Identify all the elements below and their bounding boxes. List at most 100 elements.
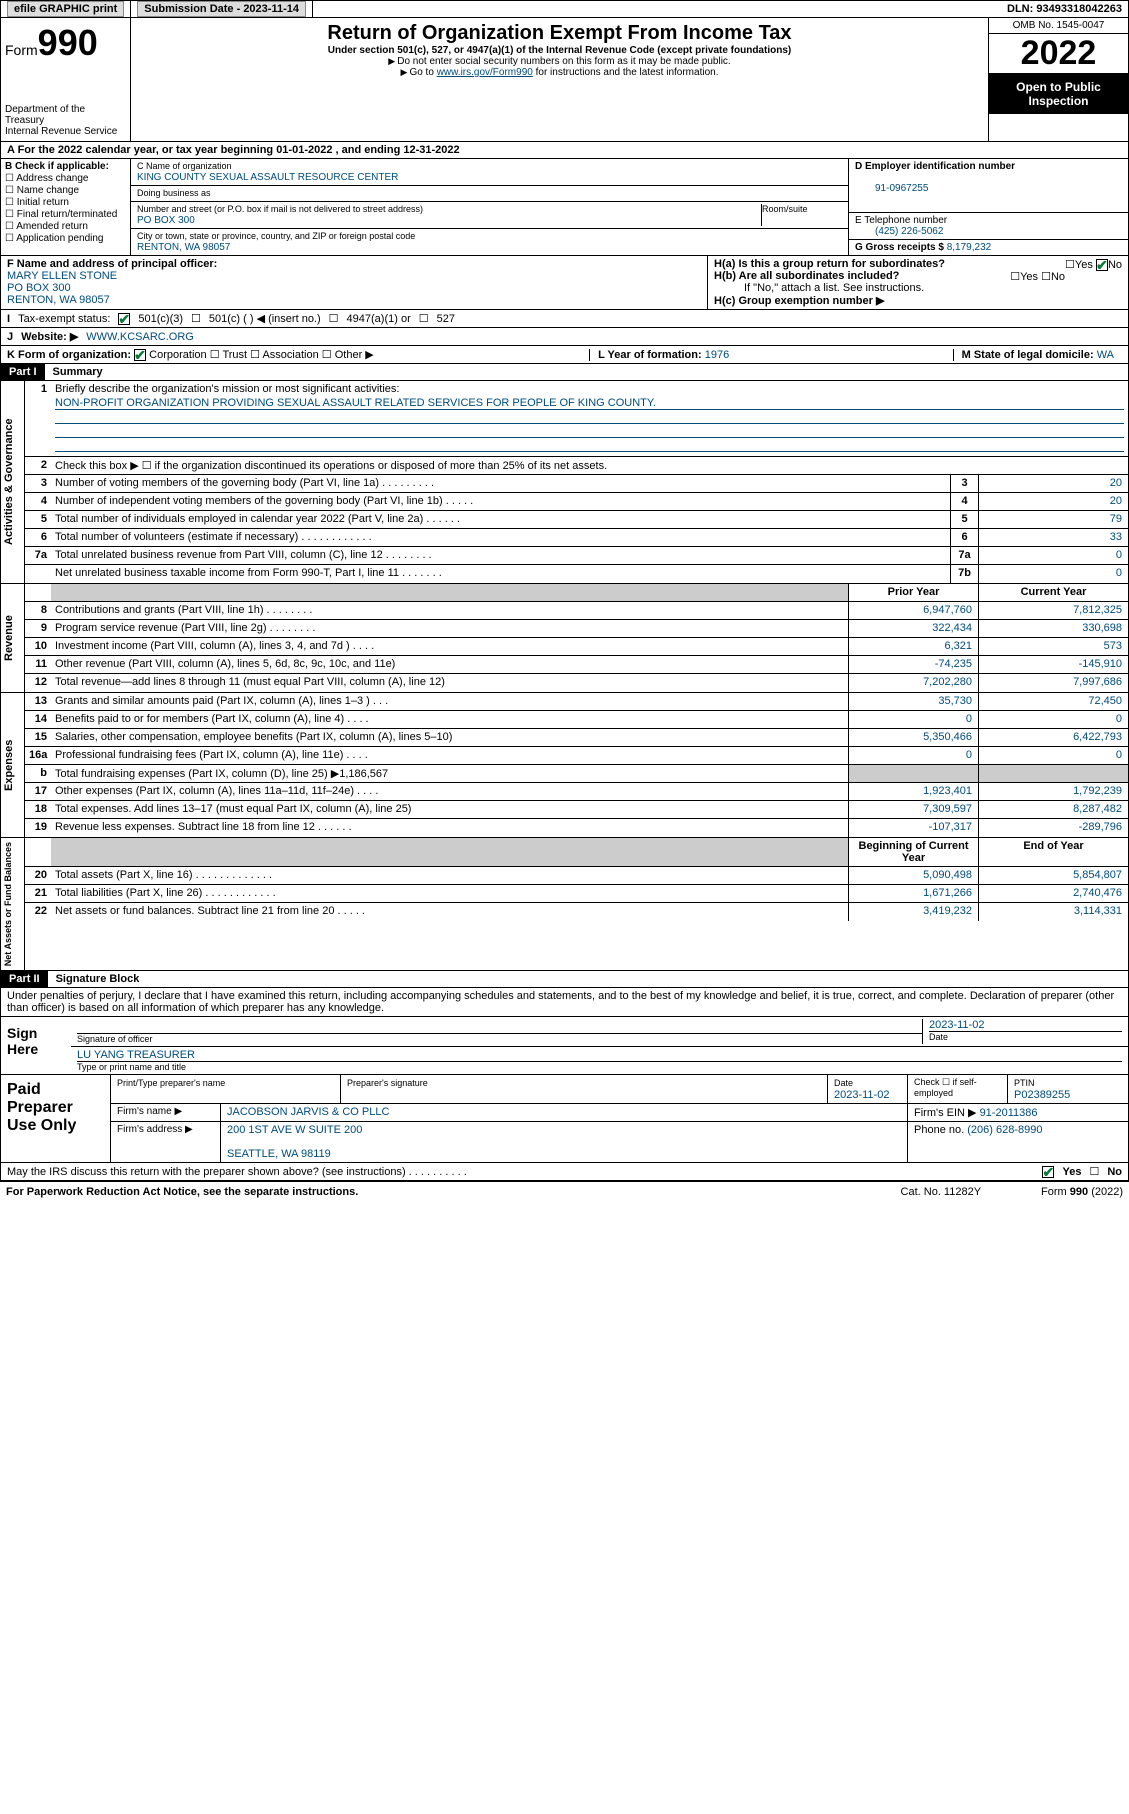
- table-row: 12Total revenue—add lines 8 through 11 (…: [25, 674, 1128, 692]
- f-label: F Name and address of principal officer:: [7, 258, 217, 270]
- goto-note: Go to www.irs.gov/Form990 for instructio…: [139, 67, 980, 78]
- form-title: Return of Organization Exempt From Incom…: [139, 22, 980, 45]
- i-501c3-checkbox[interactable]: [118, 313, 130, 325]
- form-subtitle: Under section 501(c), 527, or 4947(a)(1)…: [139, 45, 980, 56]
- k-corp-checkbox[interactable]: [134, 349, 146, 361]
- tax-year: 2022: [989, 34, 1128, 74]
- top-bar: efile GRAPHIC print Submission Date - 20…: [0, 0, 1129, 18]
- ha-no-checkbox[interactable]: [1096, 259, 1108, 271]
- city-label: City or town, state or province, country…: [137, 231, 415, 241]
- may-discuss-row: May the IRS discuss this return with the…: [0, 1163, 1129, 1181]
- table-row: 15Salaries, other compensation, employee…: [25, 729, 1128, 747]
- dept-label: Department of the Treasury Internal Reve…: [5, 104, 126, 137]
- ein-value: 91-0967255: [855, 183, 928, 194]
- j-label: Website: ▶: [21, 330, 78, 343]
- table-row: 3Number of voting members of the governi…: [25, 475, 1128, 493]
- row-j: J Website: ▶ WWW.KCSARC.ORG: [0, 328, 1129, 346]
- check-address-change[interactable]: ☐ Address change: [5, 173, 126, 184]
- form-number: Form990: [5, 22, 126, 64]
- officer-addr1: PO BOX 300: [7, 282, 71, 294]
- sidebar-governance: Activities & Governance: [1, 381, 25, 583]
- org-address: PO BOX 300: [137, 215, 195, 226]
- table-row: 5Total number of individuals employed in…: [25, 511, 1128, 529]
- summary-net-assets: Net Assets or Fund Balances Beginning of…: [0, 838, 1129, 971]
- officer-addr2: RENTON, WA 98057: [7, 294, 110, 306]
- b-label: B Check if applicable:: [5, 161, 109, 172]
- sig-date: 2023-11-02: [929, 1019, 984, 1031]
- gross-receipts: 8,179,232: [947, 242, 992, 253]
- sig-officer-label: Signature of officer: [77, 1033, 922, 1044]
- ha-label: H(a) Is this a group return for subordin…: [714, 258, 945, 270]
- sidebar-expenses: Expenses: [1, 693, 25, 837]
- efile-button[interactable]: efile GRAPHIC print: [7, 1, 124, 17]
- table-row: 8Contributions and grants (Part VIII, li…: [25, 602, 1128, 620]
- website-value: WWW.KCSARC.ORG: [86, 331, 194, 343]
- irs-link[interactable]: www.irs.gov/Form990: [437, 67, 533, 78]
- mission-text: NON-PROFIT ORGANIZATION PROVIDING SEXUAL…: [55, 397, 1124, 410]
- dba-label: Doing business as: [137, 188, 211, 198]
- addr-label: Number and street (or P.O. box if mail i…: [137, 204, 423, 214]
- phone-value: (425) 226-5062: [855, 226, 943, 237]
- table-row: 10Investment income (Part VIII, column (…: [25, 638, 1128, 656]
- g-label: G Gross receipts $: [855, 242, 944, 253]
- cat-no: Cat. No. 11282Y: [901, 1186, 982, 1198]
- e-label: E Telephone number: [855, 215, 947, 226]
- hb-note: If "No," attach a list. See instructions…: [714, 282, 1122, 294]
- summary-governance: Activities & Governance 1 Briefly descri…: [0, 381, 1129, 584]
- row-k: K Form of organization: Corporation ☐ Tr…: [0, 346, 1129, 364]
- table-row: 17Other expenses (Part IX, column (A), l…: [25, 783, 1128, 801]
- l-label: L Year of formation:: [598, 349, 702, 361]
- table-row: 20Total assets (Part X, line 16) . . . .…: [25, 867, 1128, 885]
- dln-label: DLN: 93493318042263: [1001, 1, 1128, 17]
- sidebar-net-assets: Net Assets or Fund Balances: [1, 838, 25, 970]
- table-row: 16aProfessional fundraising fees (Part I…: [25, 747, 1128, 765]
- check-name-change[interactable]: ☐ Name change: [5, 185, 126, 196]
- table-row: 18Total expenses. Add lines 13–17 (must …: [25, 801, 1128, 819]
- org-city: RENTON, WA 98057: [137, 242, 230, 253]
- paid-preparer-label: Paid Preparer Use Only: [1, 1075, 111, 1162]
- officer-name-title: LU YANG TREASURER: [77, 1049, 195, 1061]
- row-i: I Tax-exempt status: 501(c)(3) ☐ 501(c) …: [0, 310, 1129, 328]
- table-row: 14Benefits paid to or for members (Part …: [25, 711, 1128, 729]
- table-row: 4Number of independent voting members of…: [25, 493, 1128, 511]
- table-row: 19Revenue less expenses. Subtract line 1…: [25, 819, 1128, 837]
- current-year-header: Current Year: [978, 584, 1128, 601]
- room-label: Room/suite: [762, 204, 808, 214]
- s2-text: Check this box ▶ ☐ if the organization d…: [51, 457, 1128, 474]
- end-year-header: End of Year: [978, 838, 1128, 866]
- check-amended-return[interactable]: ☐ Amended return: [5, 221, 126, 232]
- table-row: 22Net assets or fund balances. Subtract …: [25, 903, 1128, 921]
- open-inspection-badge: Open to Public Inspection: [989, 74, 1128, 114]
- summary-expenses: Expenses 13Grants and similar amounts pa…: [0, 693, 1129, 838]
- submission-date-button[interactable]: Submission Date - 2023-11-14: [137, 1, 306, 17]
- check-initial-return[interactable]: ☐ Initial return: [5, 197, 126, 208]
- hb-label: H(b) Are all subordinates included?: [714, 270, 899, 282]
- table-row: 7aTotal unrelated business revenue from …: [25, 547, 1128, 565]
- table-row: 21Total liabilities (Part X, line 26) . …: [25, 885, 1128, 903]
- sig-date-label: Date: [929, 1031, 1122, 1042]
- table-row: 9Program service revenue (Part VIII, lin…: [25, 620, 1128, 638]
- omb-number: OMB No. 1545-0047: [989, 18, 1128, 34]
- table-row: 13Grants and similar amounts paid (Part …: [25, 693, 1128, 711]
- table-row: 11Other revenue (Part VIII, column (A), …: [25, 656, 1128, 674]
- sign-here-label: Sign Here: [1, 1017, 71, 1074]
- i-label: Tax-exempt status:: [18, 313, 110, 325]
- check-final-return[interactable]: ☐ Final return/terminated: [5, 209, 126, 220]
- table-row: Net unrelated business taxable income fr…: [25, 565, 1128, 583]
- table-row: 6Total number of volunteers (estimate if…: [25, 529, 1128, 547]
- s1-label: Briefly describe the organization's miss…: [55, 383, 399, 395]
- ssn-note: Do not enter social security numbers on …: [139, 56, 980, 67]
- page-footer: For Paperwork Reduction Act Notice, see …: [0, 1181, 1129, 1202]
- paperwork-notice: For Paperwork Reduction Act Notice, see …: [6, 1186, 901, 1198]
- k-label: K Form of organization:: [7, 349, 131, 361]
- may-yes-checkbox[interactable]: [1042, 1166, 1054, 1178]
- d-label: D Employer identification number: [855, 161, 1015, 172]
- sidebar-revenue: Revenue: [1, 584, 25, 692]
- block-b-to-g: B Check if applicable: ☐ Address change …: [0, 159, 1129, 256]
- paid-preparer-block: Paid Preparer Use Only Print/Type prepar…: [0, 1075, 1129, 1163]
- form-header: Form990 Department of the Treasury Inter…: [0, 18, 1129, 142]
- summary-revenue: Revenue Prior YearCurrent Year 8Contribu…: [0, 584, 1129, 693]
- check-application-pending[interactable]: ☐ Application pending: [5, 233, 126, 244]
- row-f-h: F Name and address of principal officer:…: [0, 256, 1129, 310]
- name-title-label: Type or print name and title: [77, 1061, 1122, 1072]
